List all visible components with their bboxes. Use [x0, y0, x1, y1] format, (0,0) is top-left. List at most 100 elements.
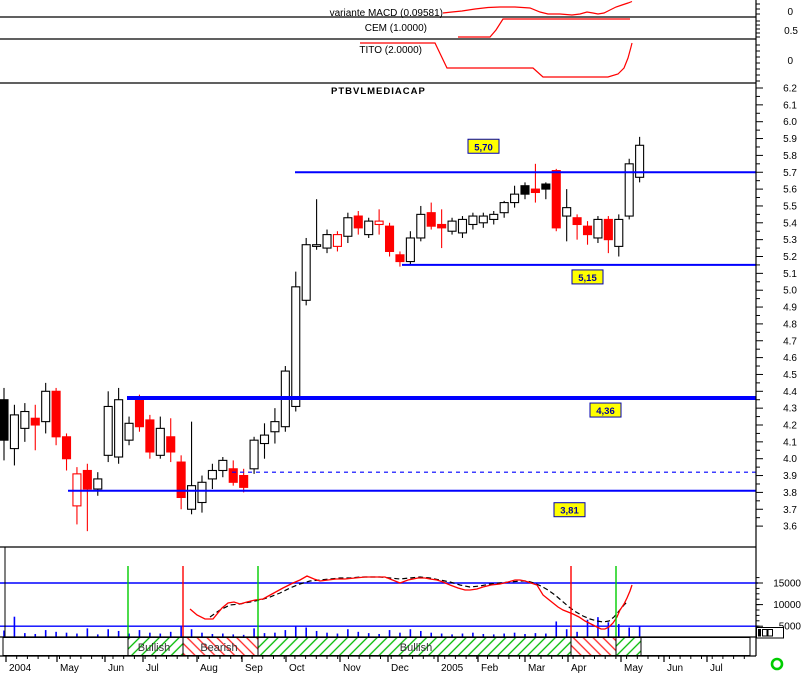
- candle: [530, 188, 540, 194]
- price-tick-label: 4.8: [783, 319, 797, 330]
- indicator-line-variante-macd: [442, 0, 633, 16]
- volume-panel[interactable]: [0, 547, 758, 637]
- candle: [416, 213, 426, 239]
- mini-scrollbar-button-1[interactable]: [762, 629, 768, 637]
- candle: [20, 410, 30, 429]
- month-label: Dec: [391, 663, 409, 673]
- price-tag-box: [553, 502, 586, 518]
- volume-tick-label: 5000: [779, 622, 802, 633]
- candle: [489, 213, 499, 220]
- price-tag-box: [589, 402, 622, 418]
- month-label: Sep: [245, 663, 263, 673]
- price-tick-label: 5.1: [783, 269, 797, 280]
- price-tick-label: 4.4: [783, 387, 797, 398]
- signal-label-bullish-2: Bullish: [400, 642, 432, 654]
- status-indicator-icon[interactable]: [770, 657, 784, 671]
- price-tick-label: 5.4: [783, 218, 797, 229]
- mini-scrollbar-thumb[interactable]: [758, 629, 761, 637]
- mini-scrollbar-button-2[interactable]: [767, 629, 773, 637]
- candle: [93, 478, 103, 490]
- signal-segment-none: [640, 637, 751, 656]
- month-label: 2004: [9, 663, 32, 673]
- candle: [520, 185, 530, 195]
- price-tick-label: 5.8: [783, 151, 797, 162]
- candle: [593, 218, 603, 239]
- candle: [291, 286, 301, 408]
- candle: [187, 485, 197, 510]
- mini-scrollbar[interactable]: [756, 627, 784, 639]
- signal-label-bearish: Bearish: [200, 642, 237, 654]
- month-label: Apr: [571, 663, 587, 673]
- price-tick-label: 6.2: [783, 84, 797, 95]
- main-chart-area[interactable]: 5,70 5,15 4,36 3,81: [0, 136, 756, 532]
- month-label: Aug: [200, 663, 218, 673]
- price-tag-label: 5,15: [578, 273, 597, 284]
- indicator-label-cem: CEM (1.0000): [365, 23, 427, 34]
- price-tick-label: 4.6: [783, 353, 797, 364]
- panel-borders: [0, 0, 757, 657]
- month-label: Jun: [108, 663, 124, 673]
- month-label: Nov: [343, 663, 361, 673]
- candle: [312, 244, 322, 247]
- signal-strip: [2, 637, 751, 656]
- candle: [9, 414, 19, 450]
- candle: [249, 439, 259, 470]
- price-tag-box: [571, 269, 604, 285]
- volume-ma-slow-line: [209, 576, 629, 623]
- price-tick-label: 5.7: [783, 168, 797, 179]
- indicator-line-tito: [360, 42, 633, 78]
- candle: [635, 144, 645, 178]
- month-label: Mar: [528, 663, 546, 673]
- indicator-axis-value-tito: 0: [787, 56, 793, 67]
- candle: [322, 234, 332, 249]
- price-tag-label: 4,36: [596, 406, 615, 417]
- volume-tick-label: 10000: [773, 600, 801, 611]
- candle: [51, 390, 61, 438]
- signal-label-bullish-1: Bullish: [138, 642, 170, 654]
- indicator-axis-value-macd: 0: [787, 7, 793, 18]
- x-axis: 2004 May Jun Jul Aug Sep Oct Nov Dec 2005 Feb Mar Ap…: [5, 656, 745, 673]
- price-tick-label: 5.6: [783, 185, 797, 196]
- candle: [124, 422, 134, 441]
- candle: [166, 436, 176, 453]
- candle: [134, 397, 145, 428]
- candle: [353, 215, 363, 229]
- candle: [176, 461, 186, 499]
- price-tick-label: 6.1: [783, 100, 797, 111]
- price-tag-label: 5,70: [474, 142, 493, 153]
- month-label: 2005: [441, 663, 464, 673]
- candle: [103, 405, 113, 456]
- price-axis: 6.2 6.1 6.0 5.9 5.8 5.7 5.6 5.5 5.4 5.3 5.2 5.1 5.0 4…: [756, 3, 802, 638]
- price-tick-label: 5.2: [783, 252, 797, 263]
- candle: [384, 225, 395, 252]
- price-tag-box: [467, 138, 500, 154]
- price-tag-label: 3,81: [560, 506, 579, 517]
- candle: [426, 212, 436, 227]
- signal-segment-none: [2, 637, 129, 656]
- candle: [218, 459, 228, 472]
- candle: [301, 244, 311, 301]
- candle: [259, 434, 270, 445]
- candle: [343, 217, 353, 237]
- candle: [239, 474, 249, 488]
- candle: [510, 193, 520, 204]
- chart-title: PTBVLMEDIACAP: [331, 86, 426, 97]
- candle: [478, 215, 488, 224]
- month-label: Jul: [146, 663, 159, 673]
- candle: [0, 399, 9, 441]
- candle: [270, 421, 280, 433]
- month-label: Feb: [481, 663, 499, 673]
- candle: [572, 217, 582, 226]
- candle: [145, 419, 155, 453]
- price-tick-label: 4.0: [783, 454, 797, 465]
- price-tick-label: 4.7: [783, 336, 797, 347]
- candle: [61, 436, 72, 460]
- candle: [603, 218, 613, 241]
- candle: [197, 481, 207, 504]
- candle: [207, 469, 217, 480]
- month-label: May: [624, 663, 643, 673]
- candle: [551, 170, 561, 229]
- candle: [614, 218, 624, 247]
